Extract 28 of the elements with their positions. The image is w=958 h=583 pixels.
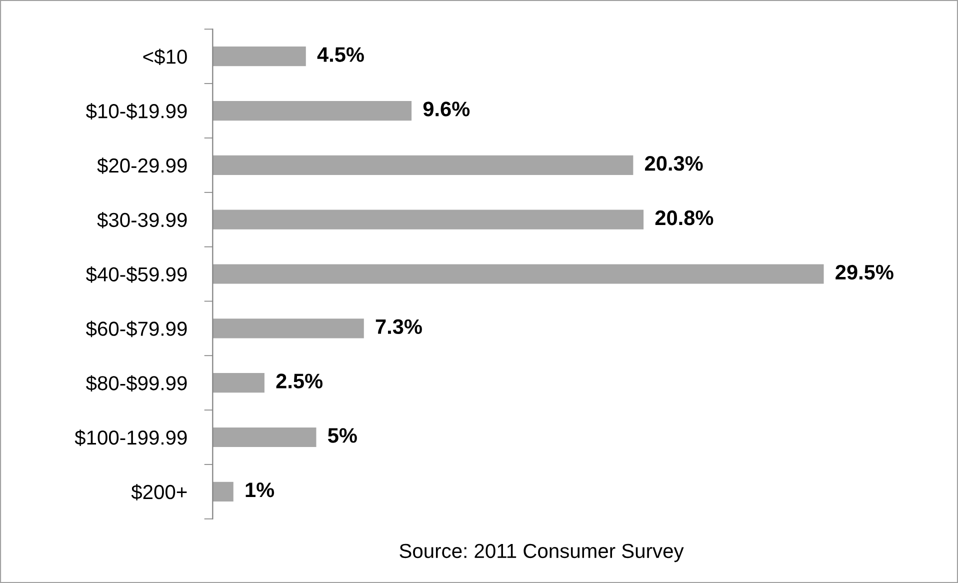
y-tick-label: $20-29.99 (97, 158, 187, 174)
data-label: 20.3% (645, 156, 703, 171)
y-tick-label: $60-$79.99 (86, 320, 187, 338)
data-label: 7.3% (376, 319, 422, 334)
data-label: 20.8% (655, 210, 714, 226)
y-tick-label: $100-199.99 (74, 430, 187, 446)
data-label: 9.6% (423, 102, 470, 116)
data-label: 1% (246, 482, 274, 498)
bar (212, 155, 634, 175)
bar (212, 373, 264, 393)
y-tick-label: $10-$19.99 (86, 103, 187, 120)
data-label: 29.5% (836, 264, 894, 280)
y-tick-label: $200+ (131, 484, 187, 500)
y-tick-label: $30-39.99 (97, 212, 187, 228)
y-tick-label: $80-$99.99 (86, 375, 187, 392)
y-tick-label: <$10 (143, 48, 187, 66)
y-tick-label: $40-$59.99 (86, 266, 187, 283)
data-label: 4.5% (317, 47, 364, 62)
bar (212, 427, 316, 448)
bar (212, 210, 644, 230)
source-note: Source: 2011 Consumer Survey (400, 544, 684, 562)
data-label: 2.5% (276, 374, 323, 388)
bar (212, 46, 306, 66)
bar (212, 100, 412, 121)
data-label: 5% (328, 428, 357, 443)
bar (212, 482, 234, 502)
bar (212, 264, 824, 284)
bar (212, 318, 364, 338)
